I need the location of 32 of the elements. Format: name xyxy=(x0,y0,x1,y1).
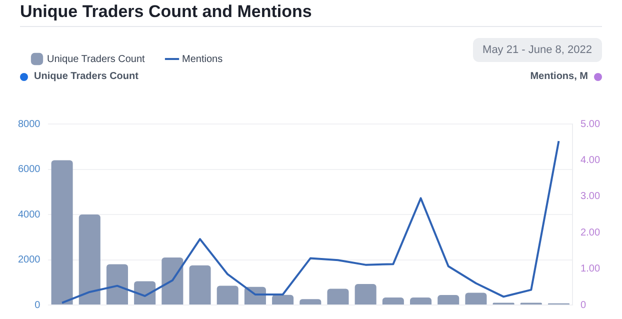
legend-label: Unique Traders Count xyxy=(47,54,146,65)
bar xyxy=(216,286,238,304)
bar xyxy=(78,214,100,304)
y2-tick-label: 3.00 xyxy=(580,191,600,202)
y-tick-label: 2000 xyxy=(18,254,41,266)
y2-tick-label: 5.00 xyxy=(580,118,600,130)
y2-tick-label: 2.00 xyxy=(580,227,600,238)
legend-label: Mentions xyxy=(182,54,223,65)
bar xyxy=(354,284,376,304)
y-tick-label: 0 xyxy=(34,300,41,311)
y2-axis-title: Mentions, M xyxy=(530,71,588,82)
text: May 21 - June 8, 2022 xyxy=(472,38,602,62)
y-tick-label: 8000 xyxy=(18,118,41,130)
y-tick-label: 6000 xyxy=(18,164,41,175)
bar xyxy=(51,160,73,304)
bar xyxy=(300,299,322,304)
bar xyxy=(410,298,432,304)
y2-tick-label: 0 xyxy=(580,300,587,311)
bar xyxy=(134,281,156,304)
bar xyxy=(465,292,487,304)
bar xyxy=(189,265,211,304)
chart-title: Unique Traders Count and Mentions xyxy=(20,2,312,22)
y-tick-label: 4000 xyxy=(18,209,41,220)
bar xyxy=(106,264,128,304)
bar xyxy=(327,288,349,304)
y-axis-title: Unique Traders Count xyxy=(34,71,138,82)
bar xyxy=(162,257,184,304)
bar xyxy=(272,294,294,304)
bar xyxy=(438,295,460,304)
y2-tick-label: 4.00 xyxy=(580,154,600,166)
y2-tick-label: 1.00 xyxy=(580,264,600,275)
bar xyxy=(382,298,404,304)
